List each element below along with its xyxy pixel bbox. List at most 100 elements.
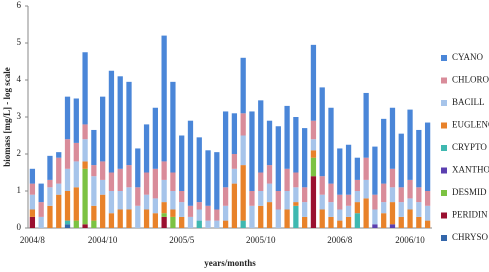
x-tick-label: 2005/5 [169, 235, 195, 245]
bar-segment [222, 187, 229, 206]
bar-segment [398, 202, 404, 217]
bar-segment [284, 209, 290, 228]
bar-segment [249, 191, 255, 206]
bar-segment [354, 213, 360, 228]
bar-segment [126, 209, 132, 228]
bar-segment [82, 168, 88, 225]
bar-segment [135, 187, 141, 206]
bar-segment [424, 122, 431, 191]
bar-segment [196, 209, 202, 221]
legend-label: EUGLENO [452, 120, 489, 130]
bar-segment [284, 191, 290, 210]
legend-swatch [441, 190, 447, 196]
bar-segment [64, 191, 71, 221]
bar-segment [310, 139, 317, 151]
legend-label: CHRYSO [452, 232, 489, 242]
bar-segment [337, 209, 343, 221]
bar-segment [249, 111, 255, 191]
bar-segment [407, 179, 413, 199]
bar-segment [47, 155, 53, 180]
bar-segment [170, 216, 176, 228]
bar-segment [302, 187, 308, 203]
bar-segment [266, 165, 273, 184]
bar-segment [363, 157, 369, 180]
bar-segment [372, 146, 378, 195]
bar-segment [29, 168, 36, 184]
bar-segment [293, 172, 299, 188]
bar-segment [345, 194, 352, 206]
bar-segment [117, 191, 123, 210]
x-axis-label: years/months [204, 258, 256, 268]
bar-segment [73, 187, 79, 221]
bar-segment [170, 191, 176, 210]
bar-segment [310, 44, 317, 121]
bar-segment [91, 220, 97, 228]
bar-segment [170, 209, 176, 217]
bar-segment [389, 202, 396, 225]
bar-segment [319, 176, 325, 195]
bar-segment [73, 220, 79, 228]
bar-segment [389, 224, 396, 228]
bar-segment [161, 161, 167, 180]
bar-segment [126, 165, 132, 188]
bar-segment [302, 216, 308, 228]
bar-segment [47, 187, 53, 206]
bar-segment [82, 161, 88, 169]
bar-segment [161, 213, 167, 217]
bar-segment [240, 57, 246, 114]
bar-segment [152, 107, 158, 169]
bar-segment [363, 179, 369, 199]
bar-segment [258, 172, 264, 191]
bar-segment [56, 183, 62, 195]
x-tick-label: 2006/10 [395, 235, 425, 245]
bar-segment [73, 161, 79, 188]
bar-segment [64, 96, 71, 140]
bar-segment [275, 191, 281, 210]
bar-segment [328, 183, 334, 203]
legend-label: CRYPTO [452, 142, 487, 152]
bar-segment [135, 205, 141, 228]
bar-segment [38, 183, 44, 203]
bar-segment [275, 209, 281, 228]
x-tick-label: 2005/10 [246, 235, 276, 245]
bar-segment [398, 133, 404, 188]
y-tick-label: 6 [17, 0, 22, 10]
bar-segment [398, 216, 404, 228]
bar-segment [117, 76, 123, 169]
legend-label: CHLORO [452, 75, 489, 85]
bar-segment [302, 128, 308, 188]
bar-segment [126, 81, 132, 166]
bar-segment [293, 187, 299, 203]
bar-segment [328, 202, 334, 217]
bar-segment [424, 191, 431, 206]
bar-segment [161, 179, 167, 203]
legend-swatch [441, 77, 447, 84]
bar-segment [179, 202, 185, 217]
bar-segment [354, 179, 360, 191]
bar-segment [100, 96, 106, 162]
bar-segment [266, 202, 273, 228]
bar-segment [381, 202, 387, 214]
bar-segment [214, 152, 220, 210]
bar-segment [91, 129, 97, 166]
bar-segment [302, 202, 308, 217]
bar-segment [108, 191, 115, 214]
bar-segment [328, 107, 334, 184]
bar-segment [319, 209, 325, 228]
bar-segment [345, 216, 352, 228]
y-tick-label: 0 [17, 222, 22, 232]
bar-segment [266, 183, 273, 203]
bar-segment [187, 120, 194, 206]
bar-segment [240, 165, 246, 221]
bar-segment [381, 213, 387, 228]
bar-segment [143, 194, 150, 210]
bar-segment [222, 111, 229, 188]
bar-segment [258, 191, 264, 206]
bar-segment [117, 168, 123, 191]
bar-segment [56, 194, 62, 228]
legend-swatch [441, 122, 447, 129]
bar-segment [354, 157, 360, 180]
x-tick-label: 2004/10 [88, 235, 118, 245]
bar-segment [29, 194, 36, 210]
bar-segment [91, 205, 97, 221]
